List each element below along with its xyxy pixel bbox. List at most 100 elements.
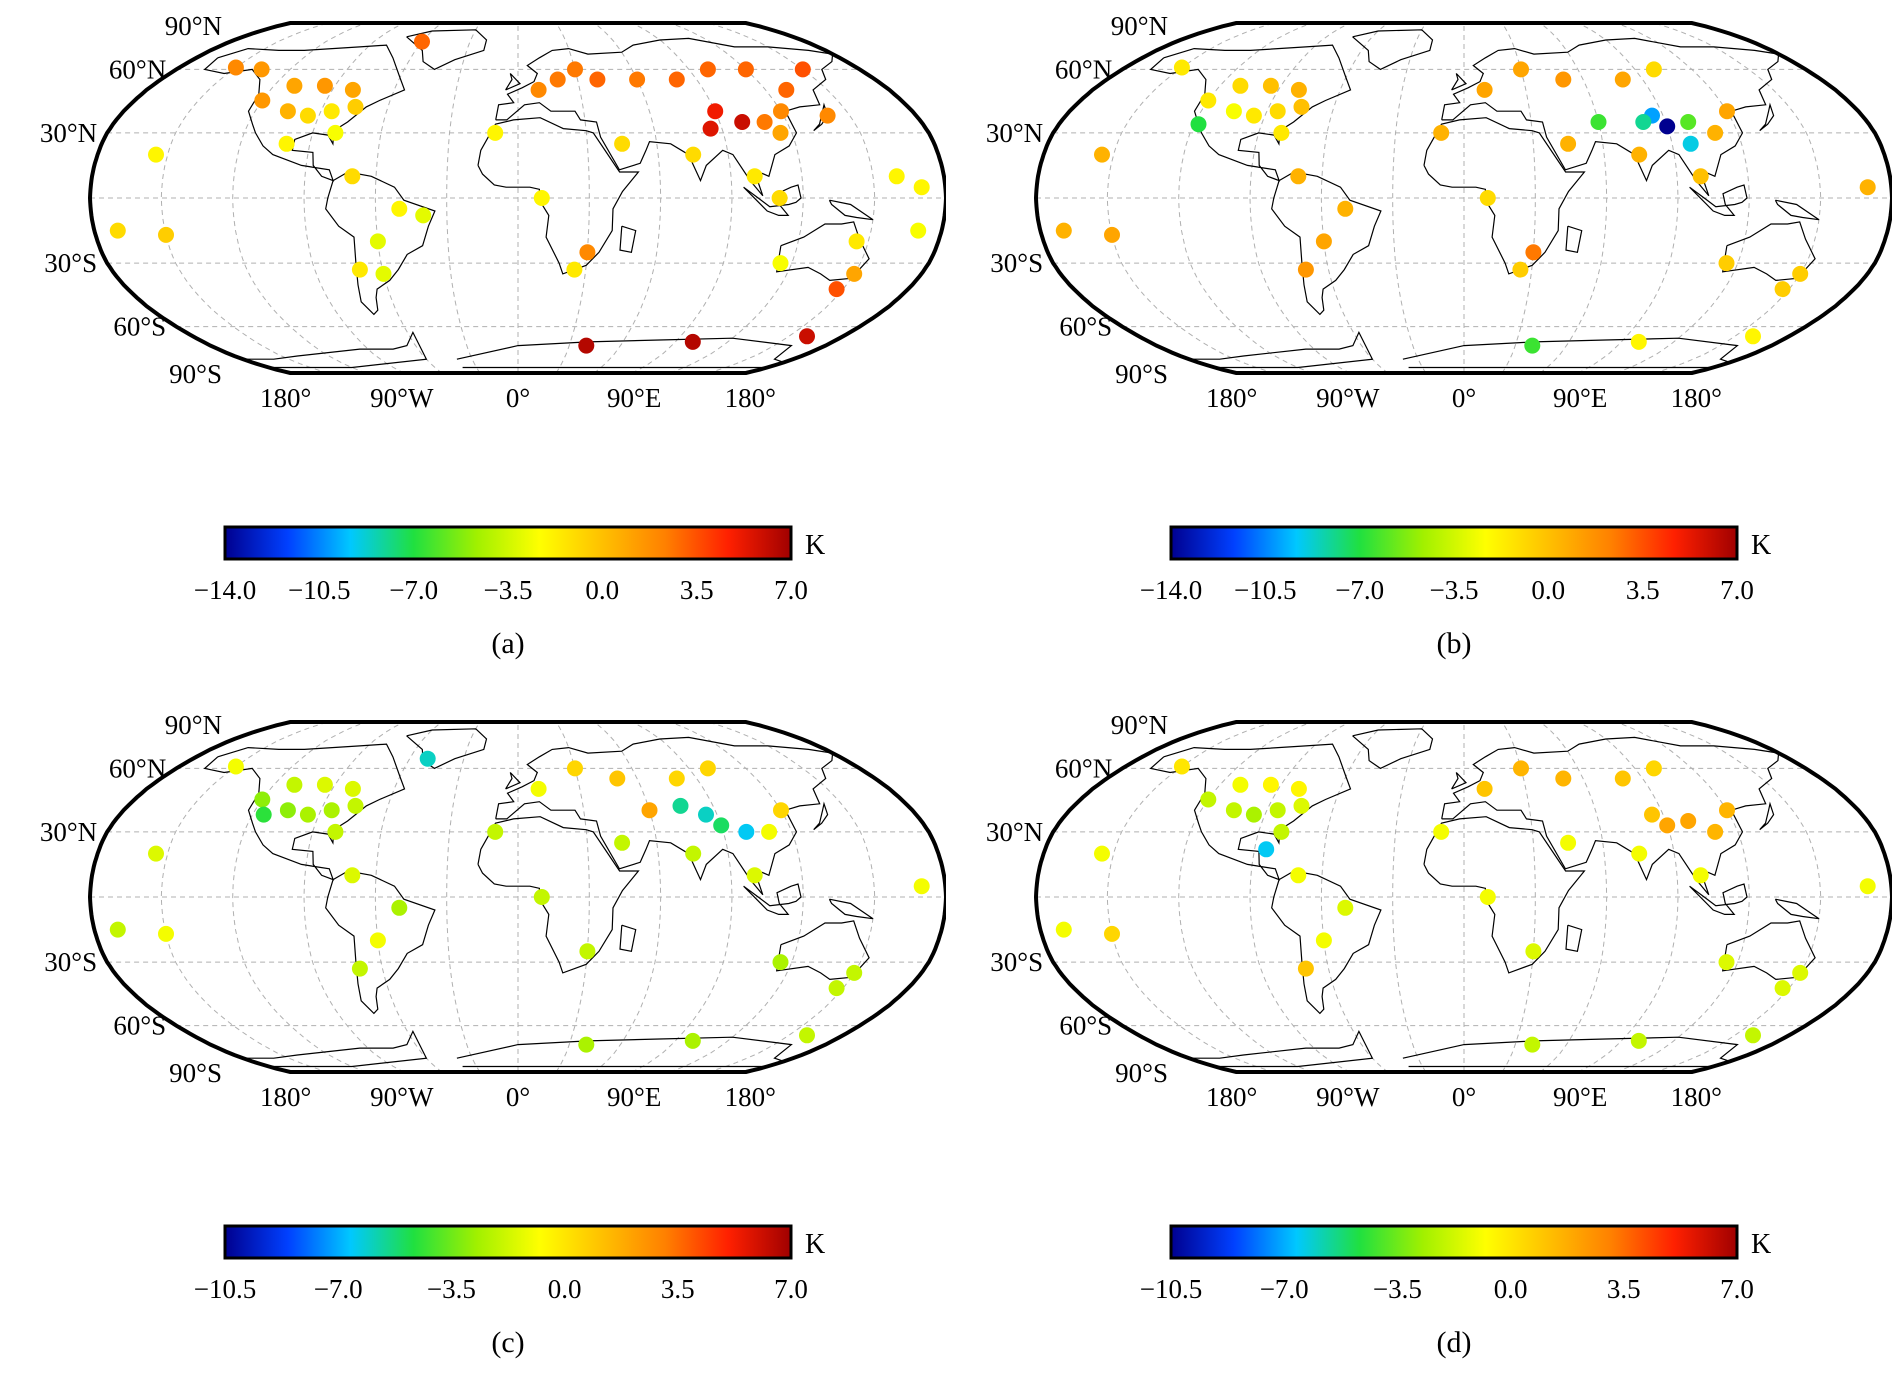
colorbar-tick-label: −7.0	[314, 1274, 363, 1304]
station-marker	[351, 960, 368, 977]
station-marker	[738, 823, 755, 840]
station-marker	[684, 1032, 701, 1049]
colorbar-tick-label: −3.5	[427, 1274, 476, 1304]
meridian-line	[593, 722, 662, 1072]
station-marker	[1479, 889, 1496, 905]
meridian-line	[593, 23, 662, 373]
longitude-label: 180°	[725, 383, 776, 413]
coastline	[1451, 73, 1468, 91]
station-marker	[1433, 124, 1450, 141]
coastline	[1441, 37, 1780, 197]
station-marker	[1859, 179, 1876, 196]
latitude-label: 30°N	[40, 817, 97, 847]
station-marker	[1680, 114, 1697, 130]
stations	[109, 33, 930, 354]
latitude-label: 30°N	[40, 118, 97, 148]
coastline	[406, 29, 488, 71]
station-marker	[1560, 834, 1577, 851]
coastline	[203, 743, 406, 881]
station-marker	[578, 1036, 595, 1053]
coastline	[1759, 801, 1775, 831]
station-marker	[1315, 932, 1332, 949]
colorbar-tick-label: 7.0	[1720, 1274, 1754, 1304]
station-marker	[1630, 1032, 1647, 1049]
colorbar-tick-label: 0.0	[585, 575, 619, 605]
longitude-label: 180°	[260, 383, 311, 413]
colorbar-unit: K	[1751, 530, 1771, 561]
map-panel-d: 90°N 60°N 30°N 30°S 60°S 90°S 180° 90°W 0° 90°E 18…	[946, 699, 1892, 1398]
coastline	[1759, 102, 1775, 132]
station-marker	[1104, 925, 1120, 942]
station-marker	[761, 823, 778, 840]
station-marker	[316, 77, 333, 94]
longitude-label: 90°E	[607, 1082, 661, 1112]
latitude-label: 30°S	[44, 248, 97, 278]
meridian-line	[446, 23, 481, 373]
latitude-label: 30°N	[986, 817, 1043, 847]
station-marker	[299, 806, 316, 823]
coastline	[1451, 772, 1468, 790]
coastline	[1423, 117, 1586, 275]
station-marker	[1262, 776, 1279, 793]
station-marker	[1645, 61, 1662, 78]
station-marker	[772, 124, 789, 141]
station-marker	[1293, 797, 1310, 814]
map-area	[1036, 722, 1892, 1072]
colorbar	[223, 525, 793, 561]
station-marker	[1745, 328, 1761, 345]
colorbar-tick-label: 3.5	[1607, 1274, 1641, 1304]
station-marker	[1290, 867, 1307, 884]
station-marker	[1524, 337, 1541, 354]
station-marker	[1692, 867, 1709, 884]
colorbar-tick-label: 7.0	[774, 1274, 808, 1304]
station-marker	[1273, 124, 1290, 141]
latitude-label: 90°S	[169, 359, 222, 389]
station-marker	[579, 943, 596, 960]
station-marker	[279, 802, 296, 819]
station-marker	[148, 845, 164, 862]
station-marker	[347, 797, 364, 814]
station-marker	[668, 71, 685, 88]
latitude-label: 30°S	[990, 947, 1043, 977]
latitude-label: 90°N	[165, 11, 222, 41]
station-marker	[771, 190, 788, 206]
graticule	[1036, 722, 1892, 1072]
longitude-label: 180°	[1671, 383, 1722, 413]
station-marker	[255, 806, 272, 823]
latitude-label: 90°N	[1111, 11, 1168, 41]
latitude-label: 60°S	[113, 1011, 166, 1041]
station-marker	[1290, 780, 1307, 797]
coastline	[1402, 337, 1739, 369]
station-marker	[351, 261, 368, 278]
station-marker	[1707, 124, 1724, 141]
robinson-map-a: 90°N 60°N 30°N 30°S 60°S90°S 180° 90°W 0° 90°E 18…	[40, 11, 946, 660]
station-marker	[1513, 61, 1529, 78]
station-marker	[713, 817, 730, 834]
station-marker	[685, 845, 702, 862]
colorbar	[1169, 1224, 1739, 1260]
station-marker	[158, 925, 174, 942]
meridian-line	[1392, 722, 1427, 1072]
station-marker	[1614, 770, 1631, 787]
coastline	[1423, 816, 1586, 974]
station-marker	[1525, 244, 1542, 261]
robinson-map-b: 90°N 60°N 30°N 30°S 60°S90°S 180° 90°W 0° 90°E 18…	[986, 11, 1892, 660]
station-marker	[698, 806, 714, 823]
coastline	[477, 117, 640, 275]
coastline	[1689, 883, 1748, 915]
coastlines	[203, 728, 874, 1068]
station-marker	[1245, 806, 1262, 823]
meridian-line	[1615, 23, 1750, 373]
station-marker	[579, 244, 596, 261]
station-marker	[888, 168, 905, 185]
station-marker	[772, 255, 789, 272]
station-marker	[391, 200, 408, 217]
station-marker	[148, 146, 164, 163]
longitude-label: 0°	[1452, 1082, 1476, 1112]
station-marker	[746, 867, 763, 884]
station-marker	[1262, 77, 1279, 94]
station-marker	[746, 168, 763, 185]
map-panel-c: 90°N 60°N 30°N 30°S 60°S 90°S 180° 90°W 0° 90°E 18…	[0, 699, 946, 1398]
station-marker	[913, 878, 930, 895]
colorbar	[1169, 525, 1739, 561]
